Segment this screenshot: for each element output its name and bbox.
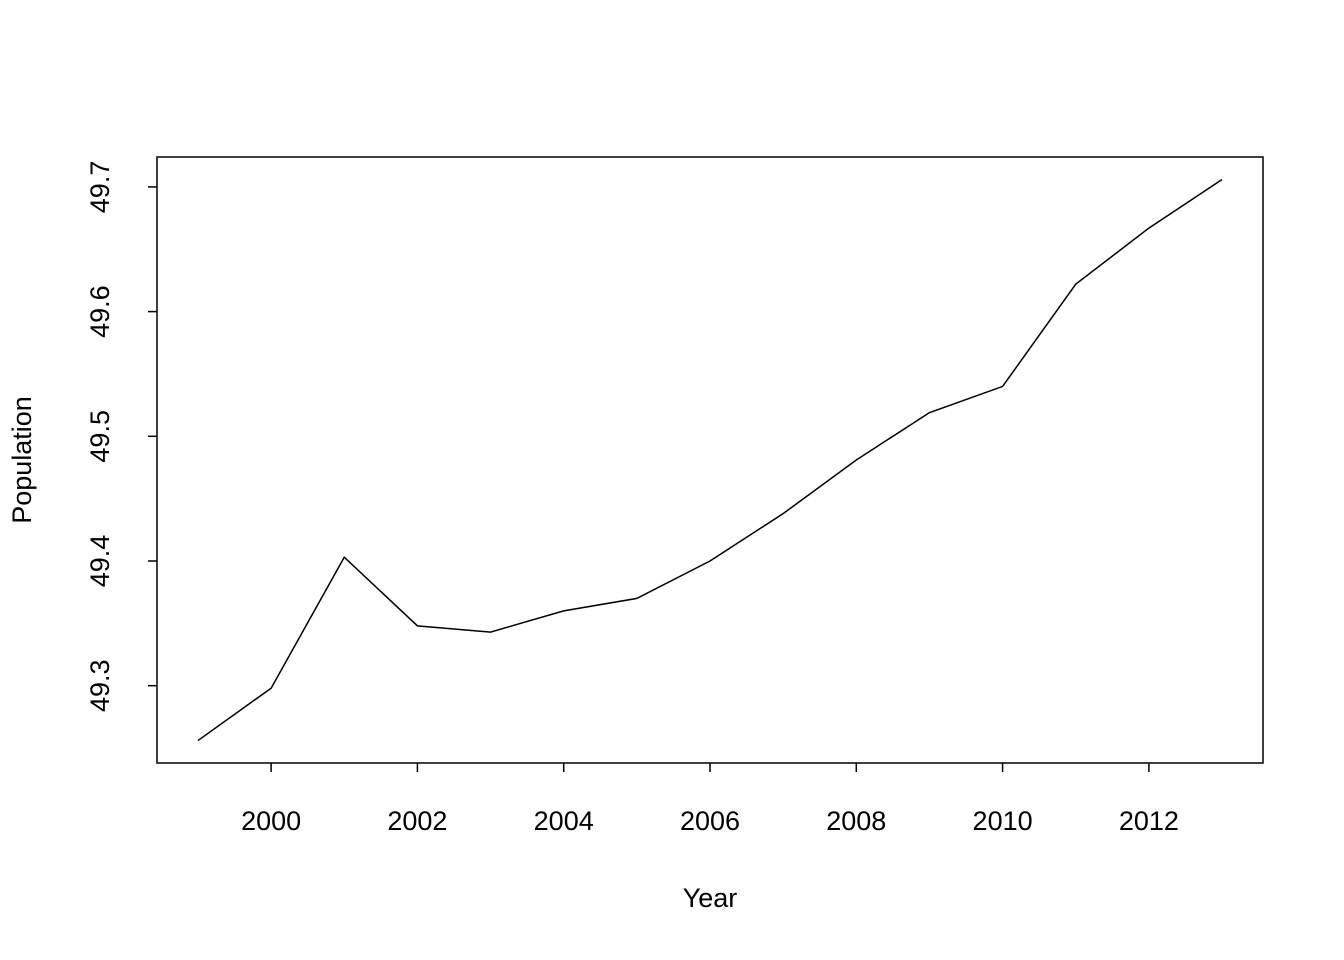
y-tick-label: 49.3 [85,659,115,712]
y-tick-label: 49.6 [85,285,115,338]
x-tick-label: 2000 [241,806,301,836]
x-tick-label: 2008 [826,806,886,836]
x-tick-label: 2010 [973,806,1033,836]
x-axis-title: Year [683,883,738,913]
x-tick-label: 2012 [1119,806,1179,836]
data-line [197,178,1223,742]
y-axis-title: Population [7,396,37,524]
plot-box [156,156,1264,764]
x-tick-label: 2002 [387,806,447,836]
x-tick-label: 2004 [534,806,594,836]
y-tick-label: 49.5 [85,410,115,463]
y-tick-label: 49.7 [85,161,115,214]
x-tick-label: 2006 [680,806,740,836]
y-tick-label: 49.4 [85,535,115,588]
